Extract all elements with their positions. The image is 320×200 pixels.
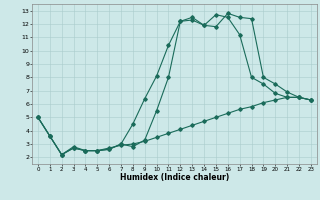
X-axis label: Humidex (Indice chaleur): Humidex (Indice chaleur)	[120, 173, 229, 182]
